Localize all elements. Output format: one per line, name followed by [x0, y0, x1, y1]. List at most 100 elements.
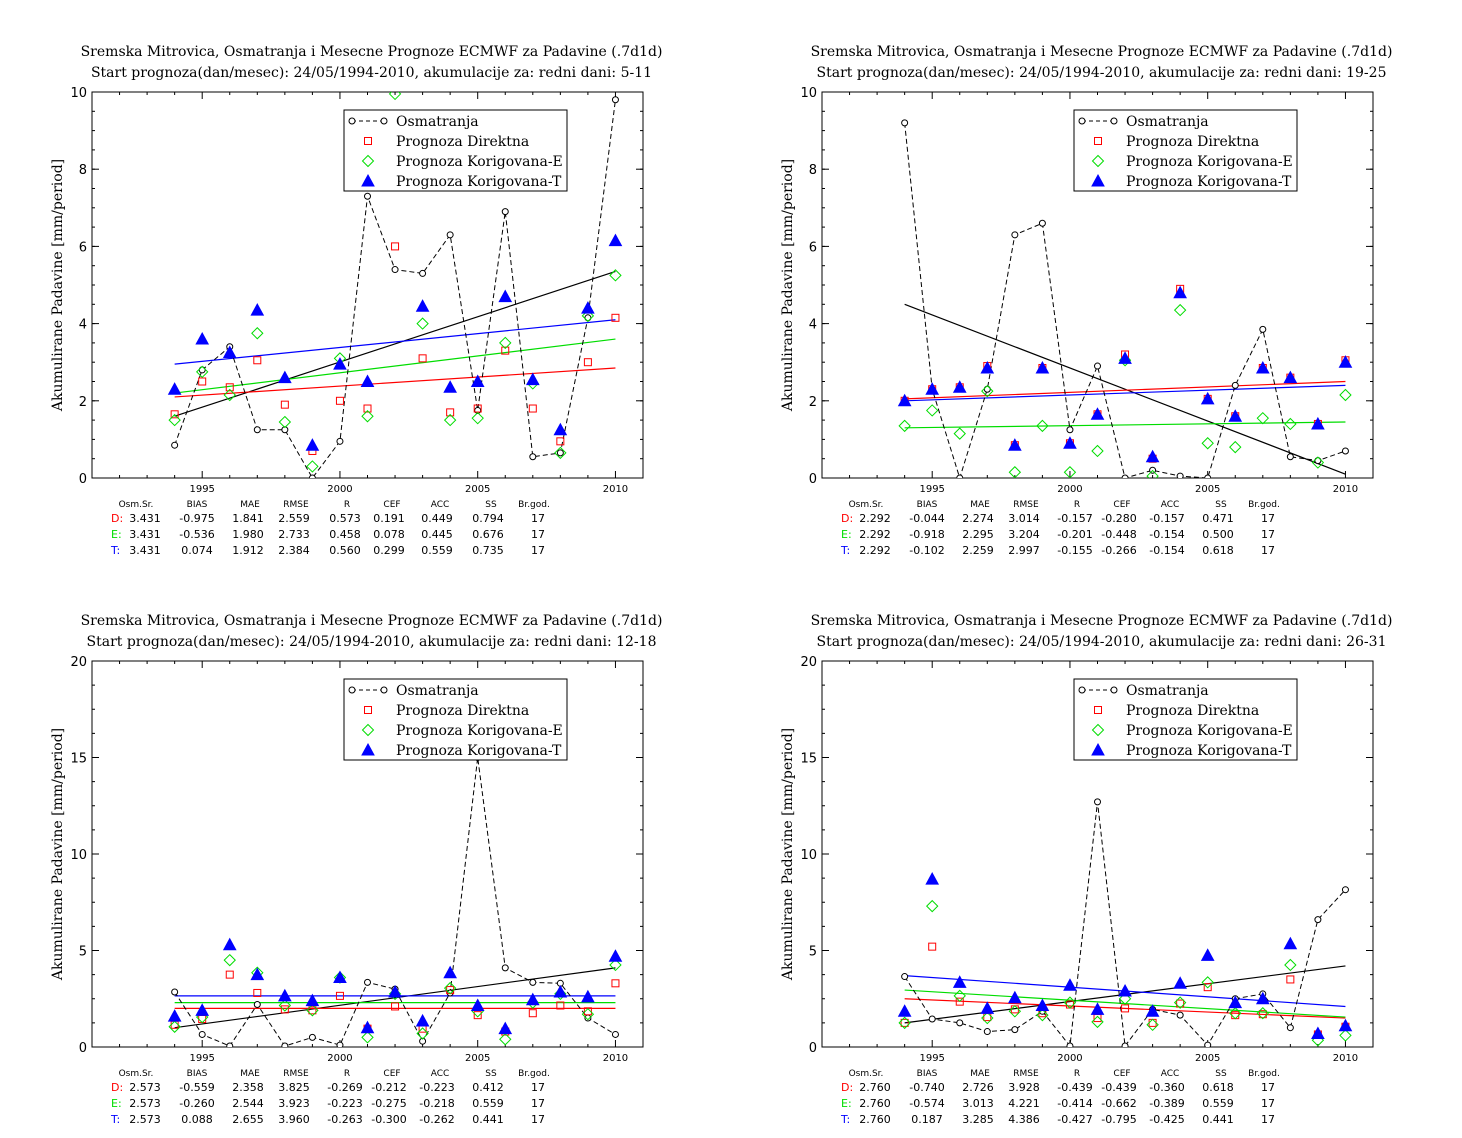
- stats-value: -0.360: [1149, 1081, 1184, 1094]
- y-tick-label: 8: [809, 163, 817, 178]
- point-korigovana-e: [1118, 992, 1132, 1005]
- point-osmatranja: [336, 1041, 344, 1047]
- legend-label: Prognoza Korigovana-T: [396, 174, 562, 190]
- stats-value: 0.559: [472, 1097, 504, 1110]
- point-korigovana-e: [1091, 444, 1104, 458]
- point-korigovana-t: [1255, 991, 1270, 1005]
- point-osmatranja: [1204, 474, 1212, 478]
- point-korigovana-e: [953, 989, 966, 1003]
- point-korigovana-t: [443, 965, 457, 979]
- stats-header: MAE: [240, 500, 260, 510]
- stats-table: Osm.Sr. BIAS MAE RMSE R CEF ACC SS Br.god. D: 2.29…: [840, 500, 1280, 557]
- stats-value: 3.431: [129, 544, 161, 557]
- point-korigovana-t: [222, 345, 237, 359]
- y-axis-label: Akumulirane Padavine [mm/period]: [780, 159, 796, 412]
- point-korigovana-t: [1200, 391, 1215, 405]
- stats-header: BIAS: [187, 500, 208, 510]
- stats-value: -0.795: [1101, 1113, 1136, 1126]
- point-korigovana-e: [251, 327, 264, 340]
- legend-marker-korigovana-e: [361, 723, 375, 737]
- stats-value: 17: [531, 1113, 545, 1126]
- stats-value: 2.384: [278, 544, 310, 557]
- chart-subtitle: Start prognoza(dan/mesec): 24/05/1994-20…: [91, 65, 652, 81]
- legend-marker-korigovana-t: [361, 742, 375, 756]
- stats-value: 4.386: [1008, 1113, 1040, 1126]
- stats-header: BIAS: [187, 1069, 208, 1079]
- stats-value: 2.733: [278, 528, 310, 541]
- point-direktna: [611, 979, 620, 988]
- point-direktna: [225, 970, 234, 979]
- y-tick-label: 10: [800, 86, 817, 101]
- y-tick-label: 8: [79, 163, 87, 178]
- x-tick-label: 1995: [919, 1053, 944, 1064]
- point-korigovana-e: [981, 384, 994, 398]
- legend: Osmatranja Prognoza Direktna Prognoza Kori…: [1073, 678, 1298, 761]
- point-korigovana-e: [223, 953, 236, 967]
- point-korigovana-t: [1035, 360, 1050, 374]
- stats-value: -0.975: [179, 512, 214, 525]
- point-korigovana-e: [306, 1004, 319, 1017]
- point-korigovana-t: [980, 1001, 995, 1014]
- x-tick-label: 1995: [919, 484, 944, 495]
- legend: Osmatranja Prognoza Direktna Prognoza Kori…: [1073, 109, 1298, 192]
- point-direktna: [170, 410, 179, 419]
- point-osmatranja: [171, 441, 179, 449]
- point-korigovana-t: [1200, 948, 1215, 961]
- stats-value: 0.559: [1202, 1097, 1234, 1110]
- y-tick-label: 6: [79, 240, 87, 255]
- point-direktna: [900, 1018, 909, 1027]
- legend-label: Prognoza Korigovana-T: [1126, 174, 1292, 190]
- point-direktna: [1258, 1010, 1267, 1019]
- stats-value: 2.655: [232, 1113, 264, 1126]
- trend-line-direktna: [904, 380, 1346, 400]
- point-korigovana-t: [897, 1004, 912, 1017]
- legend-label: Osmatranja: [396, 114, 479, 130]
- point-osmatranja: [198, 1030, 206, 1038]
- point-korigovana-t: [925, 382, 940, 395]
- stats-value: 2.292: [859, 544, 891, 557]
- stats-header: Br.god.: [518, 1069, 550, 1079]
- stats-header: Osm.Sr.: [849, 500, 884, 510]
- legend-label: Prognoza Direktna: [396, 134, 529, 150]
- point-osmatranja: [529, 453, 537, 461]
- point-korigovana-t: [1255, 360, 1270, 374]
- stats-value: 17: [531, 544, 545, 557]
- point-direktna: [280, 1005, 289, 1014]
- y-axis-label: Akumulirane Padavine [mm/period]: [50, 159, 66, 412]
- point-osmatranja: [901, 119, 909, 127]
- stats-value: -0.223: [419, 1081, 454, 1094]
- point-korigovana-e: [168, 413, 181, 427]
- point-direktna: [955, 997, 964, 1006]
- observed-line: [904, 122, 1346, 478]
- legend-label: Prognoza Direktna: [1126, 703, 1259, 719]
- point-korigovana-t: [1063, 978, 1077, 991]
- point-korigovana-t: [525, 372, 540, 386]
- stats-row-label: D:: [111, 512, 123, 525]
- point-korigovana-e: [1201, 437, 1214, 450]
- y-tick-label: 20: [70, 655, 87, 670]
- point-korigovana-t: [498, 289, 513, 303]
- stats-value: 0.074: [181, 544, 213, 557]
- point-direktna: [1093, 1014, 1102, 1023]
- stats-header: CEF: [383, 1069, 400, 1079]
- point-osmatranja: [446, 231, 454, 239]
- point-osmatranja: [928, 1015, 936, 1023]
- point-osmatranja: [1094, 798, 1101, 806]
- point-korigovana-e: [499, 1033, 512, 1046]
- point-osmatranja: [308, 1033, 316, 1041]
- stats-row-label: T:: [840, 544, 850, 557]
- point-korigovana-e: [499, 336, 512, 350]
- y-tick-label: 0: [79, 472, 87, 487]
- stats-row-label: E:: [841, 528, 852, 541]
- y-tick-label: 15: [70, 752, 87, 767]
- point-osmatranja: [253, 426, 261, 434]
- point-korigovana-e: [278, 999, 292, 1012]
- stats-row-label: T:: [110, 544, 120, 557]
- point-korigovana-e: [1063, 466, 1077, 478]
- point-korigovana-t: [1118, 983, 1132, 997]
- point-direktna: [253, 356, 262, 365]
- point-direktna: [1286, 975, 1295, 984]
- point-korigovana-e: [195, 365, 209, 379]
- stats-header: MAE: [970, 1069, 990, 1079]
- stats-value: -0.154: [1149, 544, 1184, 557]
